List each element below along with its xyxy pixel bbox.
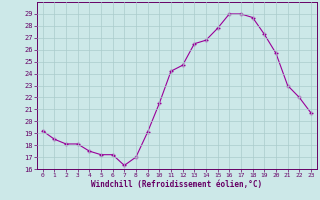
X-axis label: Windchill (Refroidissement éolien,°C): Windchill (Refroidissement éolien,°C) — [91, 180, 262, 189]
